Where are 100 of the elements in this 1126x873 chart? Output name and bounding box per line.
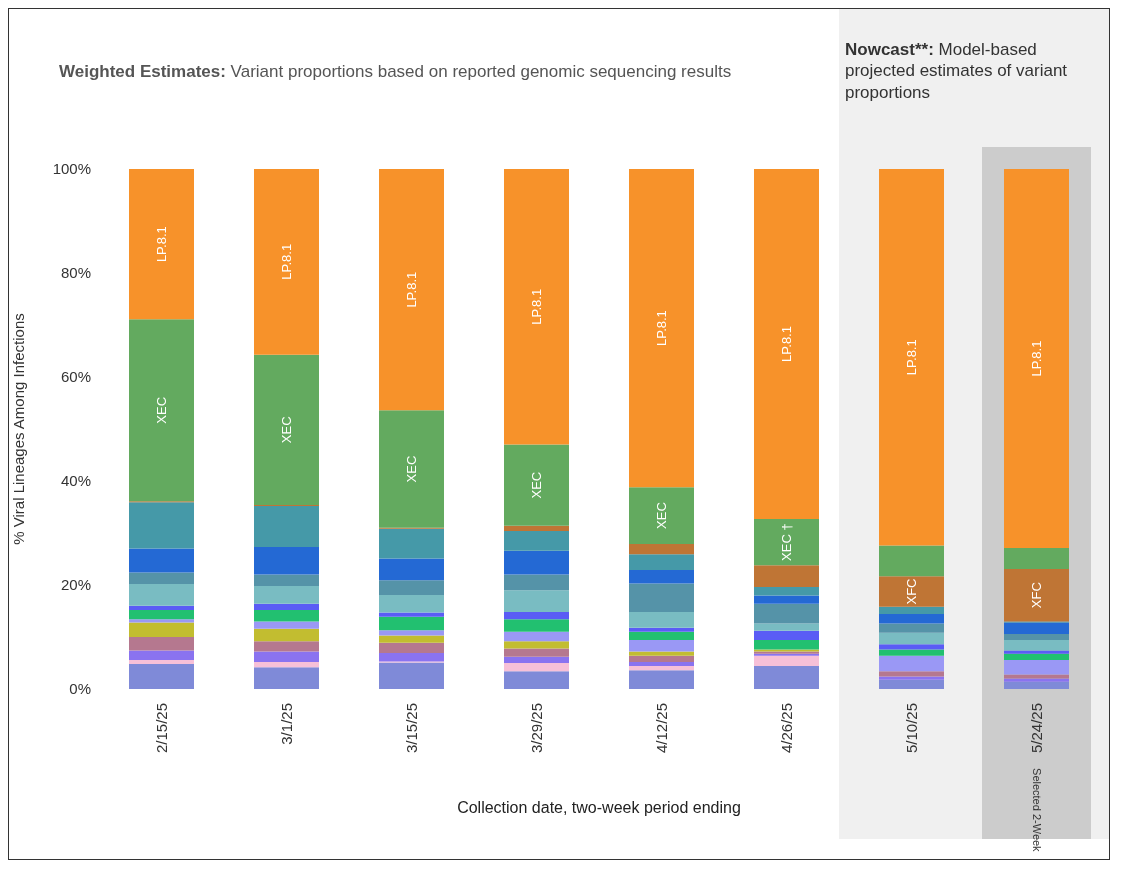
bar [1004,633,1069,641]
bar [379,410,444,528]
bar [879,606,944,615]
data-label: LP.8.1 [154,226,169,263]
bar [629,583,694,613]
bar [879,545,944,577]
bar [129,583,194,606]
bar [879,655,944,672]
bar [1004,640,1069,651]
bar [629,661,694,667]
bar [254,586,319,604]
data-label: LP.8.1 [529,288,544,325]
bar [754,169,819,519]
bar [504,612,569,620]
bar [629,169,694,488]
bar [254,354,319,505]
bar [379,528,444,559]
band-label: Nowcast**: Model-based projected estimates of variant proportions [845,40,1068,102]
bar [754,655,819,667]
bar [129,659,194,665]
y-tick-label: 100% [52,160,91,178]
bar [879,632,944,645]
bar [629,569,694,584]
bar [1004,548,1069,569]
bar [879,676,944,680]
bar [379,612,444,617]
y-tick-label: 20% [60,576,91,594]
data-label: LP.8.1 [279,243,294,280]
bar [879,649,944,656]
bar [629,543,694,555]
bar [379,616,444,631]
bar [754,603,819,624]
bar [129,319,194,502]
bar [754,630,819,641]
bar [379,594,444,613]
x-tick-label: 4/12/25 [653,703,670,754]
bar [504,550,569,575]
bar [1004,650,1069,654]
bar [129,605,194,610]
data-label: XEC [654,502,669,529]
x-tick-label: 4/26/25 [778,703,795,754]
bar [629,655,694,662]
y-axis-title: % Viral Lineages Among Infections [10,313,28,545]
data-label: LP.8.1 [654,310,669,347]
bar [754,623,819,631]
data-label: XFC [1029,582,1044,609]
bar [629,487,694,544]
bar [254,574,319,587]
bar [504,530,569,551]
bar [129,650,194,660]
data-label: XEC [154,396,169,424]
bar [504,444,569,526]
bar [1004,169,1069,549]
band-label: Selected 2-Week [1030,768,1043,852]
bar [754,666,819,689]
bar [254,651,319,662]
bar [504,656,569,663]
bar [129,619,194,623]
bar [379,653,444,662]
bar [129,502,194,549]
bar [879,623,944,633]
bar [254,603,319,610]
bar [254,609,319,622]
bar [379,558,444,581]
bar [629,651,694,656]
x-tick-label: 5/10/25 [903,703,920,754]
bar [1004,678,1069,682]
bar [754,640,819,650]
bar [754,518,819,566]
y-tick-label: 80% [60,264,91,282]
data-label: XFC [904,578,919,605]
bar [1004,568,1069,622]
x-tick-label: 3/1/25 [278,703,295,745]
data-label: LP.8.1 [404,271,419,308]
bar [129,622,194,637]
y-tick-label: 60% [60,368,91,386]
bar [879,644,944,650]
bar [254,628,319,642]
bar [254,547,319,575]
bar [879,576,944,607]
bar [504,641,569,649]
data-label: XEC † [779,523,794,561]
bar [629,666,694,671]
bar [504,671,569,689]
bar [379,630,444,636]
bar [504,663,569,672]
data-label: XEC [404,455,419,483]
x-tick-label: 3/29/25 [528,703,545,754]
x-axis-title: Collection date, two-week period ending [457,799,741,816]
bar [879,671,944,677]
bar [504,169,569,445]
bar [129,548,194,573]
bar [879,614,944,624]
bar [879,679,944,689]
bar [504,574,569,591]
bar [129,169,194,320]
data-label: LP.8.1 [1029,340,1044,377]
bar [504,631,569,642]
x-tick-label: 2/15/25 [153,703,170,754]
x-tick-label: 3/15/25 [403,703,420,754]
